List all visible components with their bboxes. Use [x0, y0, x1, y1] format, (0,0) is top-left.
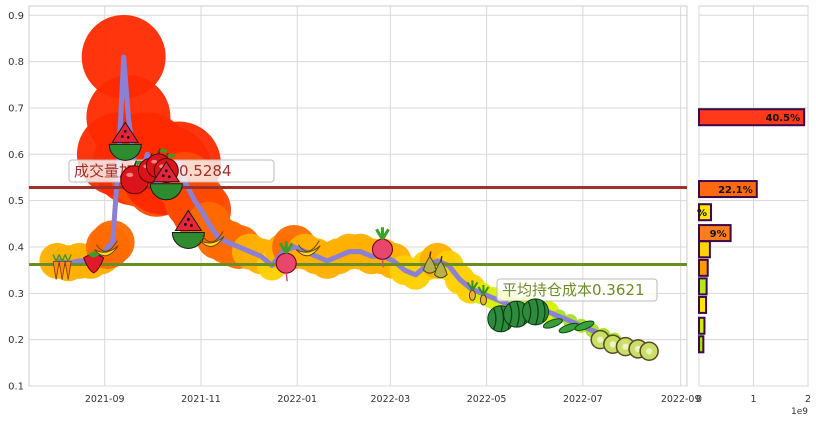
side-bar — [698, 295, 708, 314]
main-x-tick: 2022-01 — [277, 394, 317, 405]
side-x-tick: 2 — [805, 394, 811, 405]
pear-marker — [422, 251, 437, 274]
strawberry-marker — [83, 250, 105, 274]
melon-marker — [522, 298, 550, 326]
radish-marker — [371, 227, 393, 268]
side-x-tick-labels: 0 1 2 — [696, 394, 811, 405]
side-bar — [698, 277, 708, 296]
peapod-marker — [574, 320, 595, 332]
reference-label-box — [496, 278, 658, 302]
side-bar — [698, 335, 705, 354]
main-panel: 成交量加权均价0.5284平均持仓成本0.3621 0.10.20.30.40.… — [8, 5, 701, 405]
main-x-tick: 2022-05 — [467, 394, 507, 405]
banana-marker — [295, 240, 321, 257]
kiwi-marker — [639, 341, 659, 361]
main-x-tick-labels: 2021-09 2021-11 2022-01 2022-03 2022-05 2022-… — [85, 394, 701, 405]
watermelon-slice-marker — [171, 209, 205, 249]
side-bar — [698, 108, 806, 127]
main-y-tick: 0.2 — [8, 335, 24, 346]
main-x-tick: 2022-09 — [661, 394, 701, 405]
main-x-tick: 2022-07 — [563, 394, 603, 405]
main-x-tick: 2022-03 — [370, 394, 410, 405]
side-axis-offset-label: 1e9 — [791, 407, 808, 417]
side-x-tick: 1 — [750, 394, 756, 405]
main-y-tick: 0.4 — [8, 242, 24, 253]
main-y-tick: 0.3 — [8, 289, 24, 300]
side-bar — [698, 224, 732, 243]
side-bar-label: % — [697, 208, 707, 219]
side-bar-label: 40.5% — [765, 113, 800, 124]
reference-label: 平均持仓成本0.3621 — [502, 281, 645, 299]
watermelon-slice-marker — [108, 121, 142, 161]
watermelon-slice-marker — [149, 160, 183, 201]
pineapple-marker — [466, 280, 479, 301]
side-bar — [698, 316, 706, 335]
side-x-tick: 0 — [696, 394, 702, 405]
main-y-tick: 0.5 — [8, 196, 24, 207]
side-bar-layer: 40.5% 22.1%%9% — [697, 108, 806, 354]
pear-marker — [433, 255, 448, 279]
main-x-tick: 2021-09 — [85, 394, 125, 405]
main-x-tick: 2021-11 — [181, 394, 221, 405]
side-bar — [698, 240, 711, 259]
fruit-marker-layer — [52, 121, 659, 361]
main-y-tick: 0.6 — [8, 150, 24, 161]
carrot-marker — [52, 254, 72, 280]
side-bar-label: 9% — [710, 229, 727, 240]
banana-marker — [199, 231, 225, 247]
banana-marker — [93, 240, 119, 257]
main-y-tick: 0.9 — [8, 11, 24, 22]
main-y-tick: 0.8 — [8, 57, 24, 68]
main-y-tick: 0.7 — [8, 103, 24, 114]
radish-marker — [275, 241, 297, 282]
pineapple-marker — [477, 284, 490, 306]
side-panel: 40.5% 22.1%%9% 0 1 2 1e9 — [696, 5, 811, 417]
main-y-tick-labels: 0.1 0.2 0.3 0.4 0.5 0.6 0.7 0.8 0.9 — [8, 11, 24, 393]
main-y-tick: 0.1 — [8, 382, 24, 393]
side-bar — [698, 258, 709, 277]
side-bar-label: 22.1% — [718, 185, 753, 196]
side-bar — [698, 203, 712, 222]
side-bar — [698, 180, 758, 199]
peapod-marker — [542, 318, 563, 329]
